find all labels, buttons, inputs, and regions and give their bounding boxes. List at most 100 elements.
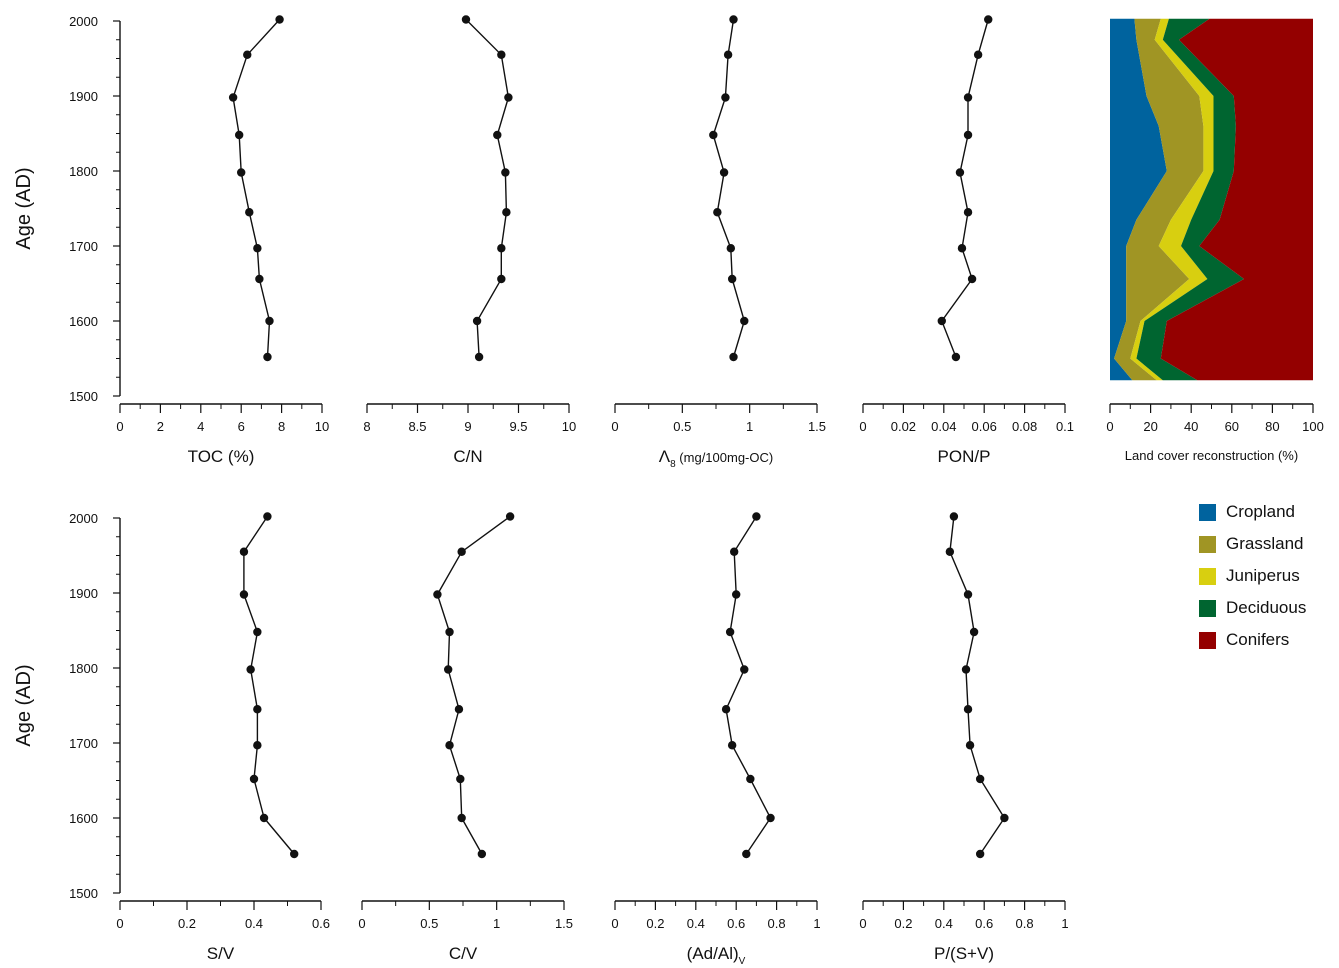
data-point [963,590,973,599]
x-tick-label: 2 [157,419,164,434]
x-tick-label: 40 [1184,419,1198,434]
x-tick-label: 4 [197,419,204,434]
data-point [474,352,484,362]
data-point [245,208,254,217]
data-point [975,849,985,859]
x-tick-label: 10 [315,419,329,434]
data-point [433,590,442,599]
panel-ponp: 0 0.02 0.04 0.06 0.08 0.1 PON/P [859,15,1074,466]
data-point [253,244,262,253]
x-tick-label: 10 [562,419,576,434]
legend-label-grassland: Grassland [1226,534,1303,553]
x-axis-title: TOC (%) [188,447,255,466]
data-point [493,130,502,140]
x-tick-label: 1 [813,916,820,931]
data-point [253,741,262,750]
x-tick-label: 1 [746,419,753,434]
x-axis-landcover: 0 20 40 60 80 100 Land cover reconstruction (%… [1106,403,1324,463]
data-point [740,665,749,674]
data-point [719,168,729,177]
x-tick-label: 0 [358,916,365,931]
x-axis-title: (Ad/Al)V [687,944,746,967]
y-axis-title: Age (AD) [13,167,35,249]
series-line-cn [465,19,510,358]
x-tick-label: 0.1 [1056,419,1074,434]
data-point [249,774,259,784]
x-tick-label: 1.5 [555,916,573,931]
data-point [967,274,977,284]
data-point [445,627,454,637]
x-tick-label: 0.4 [245,916,263,931]
data-point [497,244,506,253]
series-line-sv [243,516,295,855]
x-tick-label: 60 [1225,419,1239,434]
data-point [246,665,255,674]
x-tick-label: 0.5 [420,916,438,931]
x-tick-label: 8 [363,419,370,434]
data-point [766,813,775,823]
legend-swatch-juniperus [1199,568,1216,585]
data-point [263,512,272,521]
data-point [961,665,971,674]
x-tick-label: 8 [278,419,285,434]
data-point [725,627,735,637]
data-point [228,93,238,102]
x-axis-title: PON/P [938,447,991,466]
data-point [963,93,973,102]
panel-sv: 0 0.2 0.4 0.6 S/V 1500 1600 1700 1800 1900 2000 Age… [13,511,330,963]
data-point [955,168,965,177]
data-point [937,316,946,326]
x-tick-label: 0 [1106,419,1113,434]
y-tick-label: 1500 [69,886,98,901]
x-tick-label: 100 [1302,419,1324,434]
data-point [713,208,722,217]
y-tick-label: 1800 [69,661,98,676]
x-axis-lambda8: 0 0.5 1 1.5 Λ8 (mg/100mg-OC) [611,403,826,470]
data-point [504,93,513,102]
x-tick-label: 0.04 [931,419,956,434]
data-point [265,316,274,326]
x-tick-label: 1 [493,916,500,931]
data-point [951,352,961,362]
data-point [237,168,246,177]
x-axis-cn: 8 8.5 9 9.5 10 C/N [363,403,576,466]
y-tick-label: 1600 [69,314,98,329]
data-point [729,547,739,556]
x-tick-label: 1.5 [808,419,826,434]
legend-swatch-deciduous [1199,600,1216,617]
panel-cn: 8 8.5 9 9.5 10 C/N [363,15,576,466]
data-point [454,705,464,714]
y-tick-label: 1900 [69,89,98,104]
data-point [742,849,751,859]
x-axis-title: S/V [207,944,235,963]
data-point [259,813,269,823]
series-line-cv [436,515,511,855]
y-tick-label: 2000 [69,14,98,29]
data-point [949,512,959,521]
data-point [1000,813,1009,823]
legend-label-juniperus: Juniperus [1226,566,1300,585]
x-axis-title: Land cover reconstruction (%) [1125,448,1298,463]
panel-landcover: Cropland Grassland Juniperus Deciduous Conif… [1106,18,1324,649]
legend-swatch-conifers [1199,632,1216,649]
x-tick-label: 0 [116,916,123,931]
x-axis-title: Λ8 (mg/100mg-OC) [659,447,773,470]
data-point [721,93,730,102]
x-tick-label: 0 [611,916,618,931]
y-tick-label: 1500 [69,389,98,404]
data-point [963,130,973,140]
data-point [457,813,466,823]
x-axis-psv: 0 0.2 0.4 0.6 0.8 1 P/(S+V) [859,900,1069,963]
data-point [255,274,264,284]
x-axis-title: C/N [453,447,482,466]
data-point [234,130,244,140]
data-point [290,849,299,859]
y-tick-label: 1900 [69,586,98,601]
series-line-toc [232,19,281,358]
legend-label-deciduous: Deciduous [1226,598,1306,617]
x-tick-label: 80 [1265,419,1279,434]
x-tick-label: 0.6 [727,916,745,931]
series-line-adal [725,516,772,855]
data-point [497,50,506,59]
x-tick-label: 0.6 [312,916,330,931]
